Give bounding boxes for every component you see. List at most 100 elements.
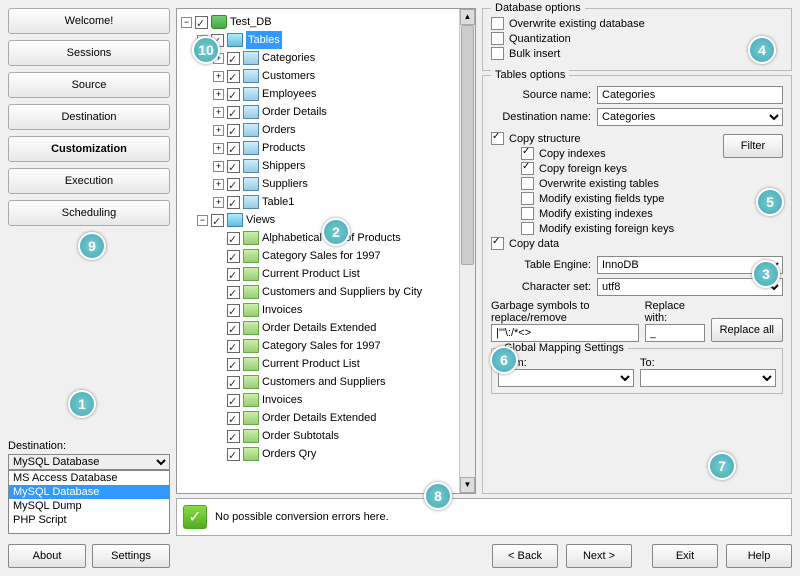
tree-checkbox[interactable] <box>227 250 240 263</box>
help-button[interactable]: Help <box>726 544 792 568</box>
garbage-input[interactable] <box>491 324 639 342</box>
tree-row[interactable]: Category Sales for 1997 <box>181 337 471 355</box>
tree-checkbox[interactable] <box>227 376 240 389</box>
tree-row[interactable]: +Order Details <box>181 103 471 121</box>
tree-checkbox[interactable] <box>227 160 240 173</box>
tree-checkbox[interactable] <box>227 142 240 155</box>
tree-checkbox[interactable] <box>227 124 240 137</box>
tree-row[interactable]: Invoices <box>181 301 471 319</box>
modify-indexes-checkbox[interactable] <box>521 207 534 220</box>
bulk-insert-checkbox[interactable] <box>491 47 504 60</box>
tree-row[interactable]: +Orders <box>181 121 471 139</box>
tree-checkbox[interactable] <box>227 196 240 209</box>
tree-row[interactable]: +Customers <box>181 67 471 85</box>
tree-checkbox[interactable] <box>227 322 240 335</box>
exit-button[interactable]: Exit <box>652 544 718 568</box>
expand-icon[interactable]: − <box>197 215 208 226</box>
tree-row[interactable]: +Categories <box>181 49 471 67</box>
tree-checkbox[interactable] <box>227 448 240 461</box>
expand-icon[interactable]: + <box>213 71 224 82</box>
tree-checkbox[interactable] <box>227 394 240 407</box>
destination-list[interactable]: MS Access Database MySQL Database MySQL … <box>8 470 170 534</box>
expand-icon[interactable]: + <box>213 161 224 172</box>
tree-label: Test_DB <box>230 13 272 31</box>
tree-row[interactable]: Current Product List <box>181 355 471 373</box>
dest-name-select[interactable]: Categories <box>597 108 783 126</box>
tree-checkbox[interactable] <box>227 268 240 281</box>
nav-welcome[interactable]: Welcome! <box>8 8 170 34</box>
overwrite-tables-checkbox[interactable] <box>521 177 534 190</box>
tree-row[interactable]: Order Subtotals <box>181 427 471 445</box>
about-button[interactable]: About <box>8 544 86 568</box>
tree-row[interactable]: −Tables <box>181 31 471 49</box>
tree-row[interactable]: +Employees <box>181 85 471 103</box>
replace-all-button[interactable]: Replace all <box>711 318 783 342</box>
expand-icon[interactable]: + <box>213 107 224 118</box>
tree-checkbox[interactable] <box>227 178 240 191</box>
nav-scheduling[interactable]: Scheduling <box>8 200 170 226</box>
list-item[interactable]: MySQL Database <box>9 485 169 499</box>
quantization-checkbox[interactable] <box>491 32 504 45</box>
tree-checkbox[interactable] <box>227 430 240 443</box>
scrollbar[interactable]: ▲ ▼ <box>459 9 475 493</box>
callout-4: 4 <box>748 36 776 64</box>
list-item[interactable]: PHP Script <box>9 513 169 527</box>
nav-customization[interactable]: Customization <box>8 136 170 162</box>
nav-source[interactable]: Source <box>8 72 170 98</box>
tree-checkbox[interactable] <box>227 106 240 119</box>
tree-row[interactable]: +Table1 <box>181 193 471 211</box>
overwrite-db-checkbox[interactable] <box>491 17 504 30</box>
modify-fk-checkbox[interactable] <box>521 222 534 235</box>
copy-data-checkbox[interactable] <box>491 237 504 250</box>
tree-row[interactable]: Current Product List <box>181 265 471 283</box>
modify-fields-checkbox[interactable] <box>521 192 534 205</box>
tree-row[interactable]: Category Sales for 1997 <box>181 247 471 265</box>
settings-button[interactable]: Settings <box>92 544 170 568</box>
expand-icon[interactable]: + <box>213 197 224 208</box>
tree-row[interactable]: Order Details Extended <box>181 319 471 337</box>
tree-row[interactable]: Customers and Suppliers by City <box>181 283 471 301</box>
copy-fk-checkbox[interactable] <box>521 162 534 175</box>
tree-checkbox[interactable] <box>227 286 240 299</box>
tree-checkbox[interactable] <box>227 232 240 245</box>
mapping-to-select[interactable] <box>640 369 776 387</box>
tree-row[interactable]: Order Details Extended <box>181 409 471 427</box>
tree-row[interactable]: Invoices <box>181 391 471 409</box>
nav-sessions[interactable]: Sessions <box>8 40 170 66</box>
tree-checkbox[interactable] <box>227 304 240 317</box>
nav-destination[interactable]: Destination <box>8 104 170 130</box>
back-button[interactable]: < Back <box>492 544 558 568</box>
filter-button[interactable]: Filter <box>723 134 783 158</box>
expand-icon[interactable]: + <box>213 125 224 136</box>
copy-structure-checkbox[interactable] <box>491 132 504 145</box>
next-button[interactable]: Next > <box>566 544 632 568</box>
tree-row[interactable]: Orders Qry <box>181 445 471 463</box>
copy-indexes-checkbox[interactable] <box>521 147 534 160</box>
expand-icon[interactable]: + <box>213 89 224 100</box>
list-item[interactable]: MS Access Database <box>9 471 169 485</box>
mapping-from-select[interactable] <box>498 369 634 387</box>
tree-checkbox[interactable] <box>227 358 240 371</box>
tree-checkbox[interactable] <box>227 70 240 83</box>
tree-checkbox[interactable] <box>211 214 224 227</box>
tree-checkbox[interactable] <box>195 16 208 29</box>
view-icon <box>243 357 259 371</box>
tree-row[interactable]: − Test_DB <box>181 13 471 31</box>
tree-checkbox[interactable] <box>227 340 240 353</box>
tree-checkbox[interactable] <box>227 88 240 101</box>
source-name-input[interactable] <box>597 86 783 104</box>
expand-icon[interactable]: + <box>213 179 224 190</box>
tree-checkbox[interactable] <box>227 52 240 65</box>
tree-checkbox[interactable] <box>227 412 240 425</box>
replace-with-input[interactable] <box>645 324 705 342</box>
tree-row[interactable]: Customers and Suppliers <box>181 373 471 391</box>
destination-select[interactable]: MySQL Database <box>8 454 170 470</box>
tree-row[interactable]: +Shippers <box>181 157 471 175</box>
list-item[interactable]: MySQL Dump <box>9 499 169 513</box>
tree-row[interactable]: +Suppliers <box>181 175 471 193</box>
expand-icon[interactable]: + <box>213 143 224 154</box>
tree-row[interactable]: +Products <box>181 139 471 157</box>
nav-execution[interactable]: Execution <box>8 168 170 194</box>
expand-icon[interactable]: − <box>181 17 192 28</box>
table-icon <box>243 69 259 83</box>
